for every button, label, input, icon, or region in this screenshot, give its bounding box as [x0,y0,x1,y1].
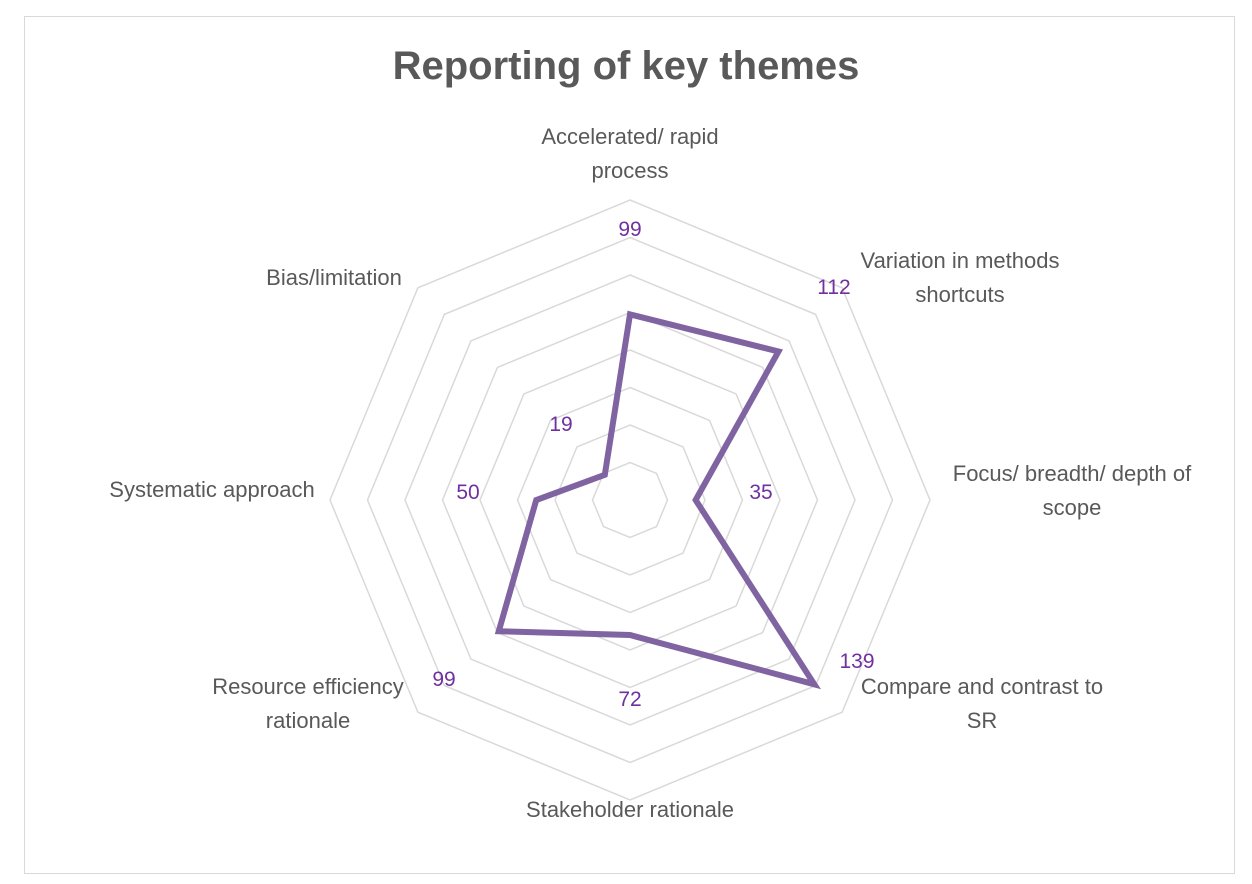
category-label-7: Bias/limitation [266,265,402,290]
value-label-0: 99 [618,218,641,241]
chart-title: Reporting of key themes [392,44,860,88]
radar-grid [329,199,931,801]
grid-ring-5 [441,311,819,689]
grid-ring-4 [479,349,781,651]
value-label-3: 139 [839,650,874,673]
value-label-7: 19 [549,413,572,436]
category-label-2: Focus/ breadth/ depth of scope [953,461,1192,520]
chart-frame [24,16,1235,874]
grid-ring-8 [329,199,931,801]
value-labels: 99 112 35 139 72 99 50 19 [432,218,874,711]
category-label-4: Stakeholder rationale [526,797,734,822]
radar-series [494,310,822,690]
value-label-2: 35 [749,481,772,504]
category-label-3: Compare and contrast to SR [861,674,1103,733]
category-label-6: Systematic approach [109,477,314,502]
grid-ring-2 [554,424,706,576]
grid-ring-3 [516,386,744,614]
series-line-0 [494,310,822,690]
category-labels: Accelerated/ rapid process Variation in me… [109,124,1192,822]
value-label-5: 99 [432,668,455,691]
grid-ring-1 [591,461,669,539]
value-label-6: 50 [456,481,479,504]
grid-ring-6 [404,274,856,726]
value-label-1: 112 [817,276,850,299]
grid-ring-7 [366,236,894,764]
value-label-4: 72 [618,688,641,711]
category-label-0: Accelerated/ rapid process [541,124,718,183]
category-label-1: Variation in methods shortcuts [861,248,1060,307]
category-label-5: Resource efficiency rationale [212,674,404,733]
